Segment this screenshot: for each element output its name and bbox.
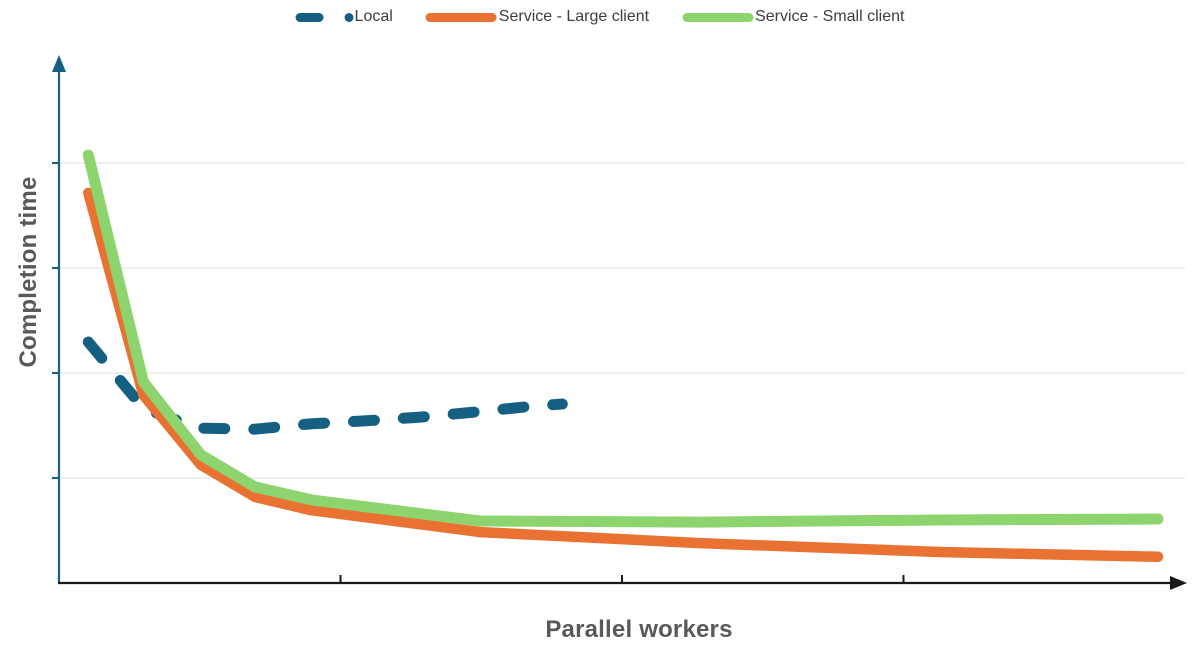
- legend-label-service-large-client: Service - Large client: [498, 8, 650, 25]
- series-lines: [82, 149, 1164, 563]
- legend-line-marker-icon: [425, 12, 497, 22]
- legend-dash-marker-icon: [295, 12, 324, 22]
- legend-item-service-small-client[interactable]: Service - Small client: [682, 4, 904, 30]
- y-axis: [52, 55, 66, 583]
- x-axis: [58, 575, 1187, 590]
- series-line-service-large-client: [83, 187, 1164, 563]
- y-axis-title: Completion time: [15, 176, 42, 368]
- legend-line-marker-icon: [682, 12, 754, 22]
- chart-legend: Local Service - Large client Service - S…: [295, 4, 904, 30]
- legend-label-service-small-client: Service - Small client: [755, 8, 905, 25]
- legend-label-local: Local: [354, 8, 393, 25]
- legend-item-local[interactable]: Local: [295, 4, 393, 30]
- legend-item-service-large-client[interactable]: Service - Large client: [425, 4, 650, 30]
- legend-dot-marker-icon: [344, 12, 354, 22]
- series-line-service-small-client: [82, 149, 1164, 528]
- x-axis-title: Parallel workers: [545, 616, 733, 643]
